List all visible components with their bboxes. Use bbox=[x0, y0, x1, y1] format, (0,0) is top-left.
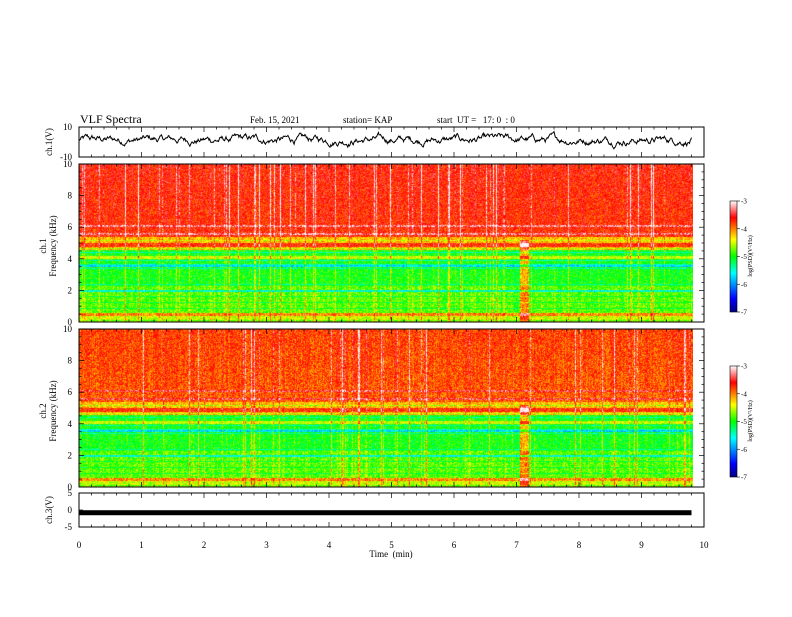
ch2-spectrogram-panel: 0 2 4 6 8 10 ch.2 Frequency (kHz) bbox=[38, 324, 705, 492]
figure-title: VLF Spectra bbox=[80, 112, 142, 126]
time-tick-label: 9 bbox=[639, 540, 644, 550]
ch1-spec-ylabel-line1: ch.1 bbox=[38, 238, 48, 253]
ch3-waveform-trace bbox=[79, 510, 692, 516]
spec1-ytick-label: 6 bbox=[68, 222, 73, 232]
date-label: Feb. 15, 2021 bbox=[250, 115, 300, 125]
spec2-ytick-label: 8 bbox=[68, 356, 73, 366]
ch3-ytick-label: 5 bbox=[68, 488, 73, 498]
time-tick-label: 2 bbox=[202, 540, 207, 550]
cb2-colorbar-tick: -7 bbox=[741, 474, 747, 482]
time-tick-label: 4 bbox=[327, 540, 332, 550]
ch1-colorbar: -3 -4 -5 -6 -7 log(PSD)(V²/Hz) bbox=[729, 198, 754, 317]
ch2-spec-ylabel-line2: Frequency (kHz) bbox=[48, 380, 58, 441]
ch2-spec-ylabel-line1: ch.2 bbox=[38, 403, 48, 418]
cb1-colorbar-tick: -3 bbox=[741, 198, 747, 206]
station-label: station= KAP bbox=[343, 115, 392, 125]
time-tick-label: 6 bbox=[452, 540, 457, 550]
ch1-ytick-top: 10 bbox=[63, 122, 73, 132]
cb1-colorbar-tick: -6 bbox=[741, 281, 747, 289]
ch1-waveform-line bbox=[79, 130, 692, 150]
ch1-colorbar-label: log(PSD)(V²/Hz) bbox=[747, 235, 754, 276]
cb1-colorbar-tick: -4 bbox=[741, 225, 747, 233]
start-time-label: start UT = 17: 0 : 0 bbox=[437, 115, 515, 125]
ch1-waveform-panel: 10 -10 ch.1(V) bbox=[44, 122, 705, 162]
spec2-ytick-label: 6 bbox=[68, 387, 73, 397]
ch2-spectrogram-image bbox=[79, 329, 693, 487]
time-axis-label: Time (min) bbox=[369, 549, 412, 559]
ch1-ytick-bottom: -10 bbox=[60, 152, 72, 162]
cb1-colorbar-tick: -5 bbox=[741, 253, 747, 261]
spec2-ytick-label: 2 bbox=[68, 450, 73, 460]
spec2-ytick-label: 0 bbox=[68, 482, 73, 492]
cb2-colorbar-tick: -3 bbox=[741, 363, 747, 371]
time-tick-label: 0 bbox=[77, 540, 82, 550]
time-tick-label: 8 bbox=[577, 540, 582, 550]
ch1-spec-ylabel-line2: Frequency (kHz) bbox=[48, 215, 58, 276]
ch1-spectrogram-panel: 0 2 4 6 8 10 ch.1 Frequency (kHz) bbox=[38, 159, 705, 327]
cb2-colorbar-tick: -6 bbox=[741, 446, 747, 454]
ch3-ylabel: ch.3(V) bbox=[44, 496, 54, 524]
ch2-colorbar: -3 -4 -5 -6 -7 log(PSD)(V²/Hz) bbox=[729, 363, 754, 482]
cb2-colorbar-tick: -5 bbox=[741, 418, 747, 426]
spec1-ytick-label: 2 bbox=[68, 285, 73, 295]
spec1-ytick-label: 4 bbox=[68, 254, 73, 264]
time-tick-label: 5 bbox=[389, 540, 394, 550]
ch3-ytick-label: -5 bbox=[65, 522, 73, 532]
spec1-ytick-label: 8 bbox=[68, 191, 73, 201]
spec2-ytick-label: 10 bbox=[63, 324, 73, 334]
time-tick-label: 7 bbox=[514, 540, 519, 550]
spec1-ytick-label: 10 bbox=[63, 159, 73, 169]
spec1-ytick-label: 0 bbox=[68, 317, 73, 327]
ch1-ylabel: ch.1(V) bbox=[44, 128, 54, 156]
time-tick-label: 3 bbox=[264, 540, 269, 550]
ch2-colorbar-label: log(PSD)(V²/Hz) bbox=[747, 400, 754, 441]
ch1-spectrogram-image bbox=[79, 164, 693, 322]
ch3-ytick-label: 0 bbox=[68, 505, 73, 515]
time-axis: 0 1 2 3 4 5 6 7 8 9 10 bbox=[77, 540, 709, 550]
cb2-colorbar-tick: -4 bbox=[741, 390, 747, 398]
spec2-ytick-label: 4 bbox=[68, 419, 73, 429]
cb1-colorbar-tick: -7 bbox=[741, 309, 747, 317]
ch3-waveform-panel: 5 0 -5 ch.3(V) bbox=[44, 488, 705, 532]
time-tick-label: 10 bbox=[700, 540, 710, 550]
time-tick-label: 1 bbox=[139, 540, 144, 550]
